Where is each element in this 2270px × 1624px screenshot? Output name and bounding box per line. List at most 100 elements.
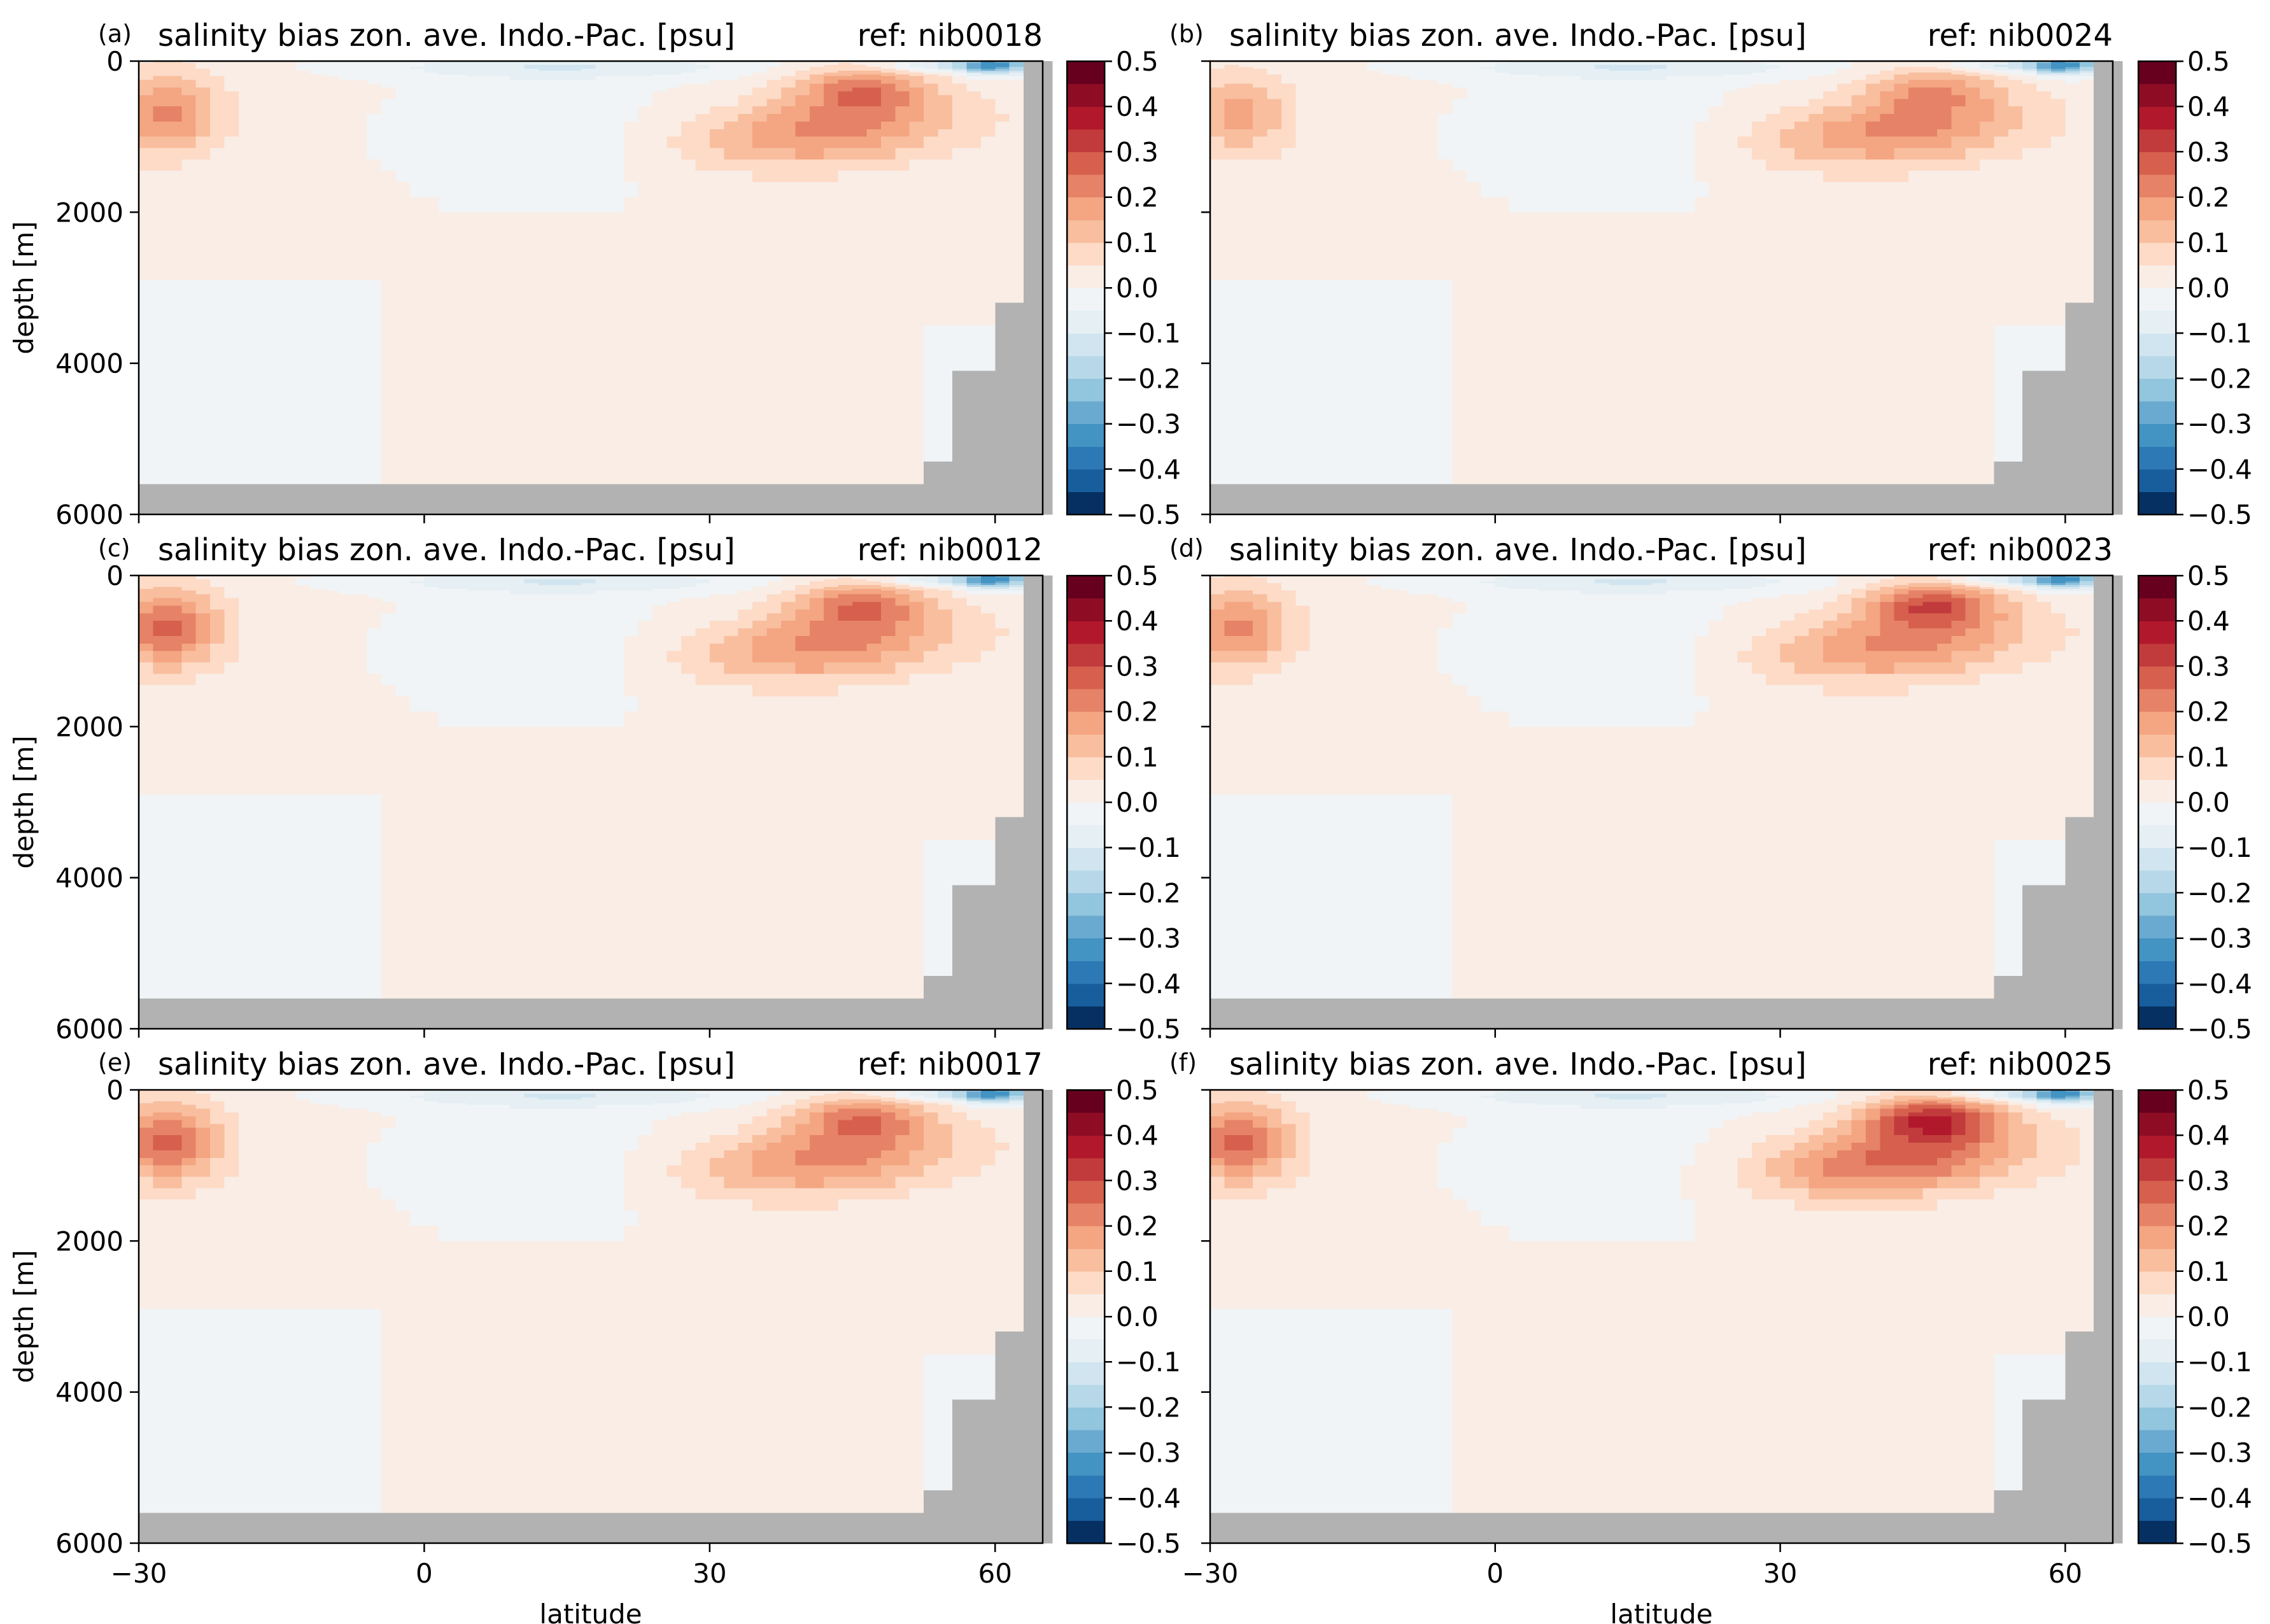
heatmap-cell [1537, 68, 1553, 71]
heatmap-cell [752, 64, 768, 67]
heatmap-cell [1994, 148, 2009, 160]
heatmap-cell [766, 95, 782, 99]
heatmap-cell [567, 76, 582, 81]
heatmap-cell [1395, 68, 1411, 71]
heatmap-cell [338, 61, 353, 64]
heatmap-cell [495, 257, 511, 281]
heatmap-cell [1367, 159, 1382, 171]
heatmap-cell [1338, 106, 1353, 115]
heatmap-cell [210, 159, 225, 171]
heatmap-cell [1438, 68, 1453, 71]
heatmap-cell [1467, 181, 1481, 198]
heatmap-cell [752, 91, 768, 95]
heatmap-cell [1766, 348, 1781, 372]
heatmap-cell [438, 302, 453, 326]
heatmap-cell [724, 68, 739, 71]
heatmap-cell [2065, 68, 2080, 71]
heatmap-cell [1652, 99, 1667, 107]
heatmap-cell [666, 416, 682, 439]
heatmap-cell [780, 129, 796, 138]
chart-title: salinity bias zon. ave. Indo.-Pac. [psu] [158, 18, 735, 53]
heatmap-cell [1281, 121, 1296, 130]
heatmap-cell [1780, 70, 1795, 73]
heatmap-cell [1766, 461, 1781, 485]
heatmap-cell [1281, 371, 1296, 394]
heatmap-cell [1637, 68, 1653, 71]
heatmap-cell [895, 171, 910, 183]
heatmap-cell [1409, 70, 1425, 73]
heatmap-cell [652, 234, 668, 258]
heatmap-cell [338, 197, 353, 213]
heatmap-cell [295, 83, 311, 88]
heatmap-cell [1880, 83, 1895, 88]
heatmap-cell [624, 121, 639, 130]
heatmap-cell [895, 91, 910, 95]
heatmap-cell [381, 212, 397, 236]
heatmap-cell [666, 325, 682, 349]
heatmap-cell [966, 280, 982, 304]
heatmap-cell [2008, 70, 2023, 73]
heatmap-cell [195, 129, 211, 138]
heatmap-cell [866, 212, 882, 236]
heatmap-cell [952, 197, 968, 213]
heatmap-cell [752, 74, 768, 77]
heatmap-cell [538, 371, 553, 394]
heatmap-cell [709, 257, 724, 281]
heatmap-cell [1238, 159, 1253, 171]
heatmap-cell [509, 280, 525, 304]
heatmap-cell [1537, 393, 1553, 417]
heatmap-cell [652, 62, 668, 66]
heatmap-cell [780, 484, 796, 515]
heatmap-cell [410, 280, 425, 304]
heatmap-cell [310, 234, 325, 258]
heatmap-cell [1523, 257, 1539, 281]
heatmap-cell [1224, 72, 1239, 75]
heatmap-cell [638, 87, 653, 92]
heatmap-cell [1595, 136, 1610, 149]
heatmap-cell [909, 83, 924, 88]
heatmap-cell [238, 95, 253, 99]
heatmap-cell [1695, 62, 1710, 66]
heatmap-cell [1309, 114, 1325, 122]
heatmap-cell [766, 91, 782, 95]
heatmap-cell [2094, 280, 2109, 304]
heatmap-cell [1780, 257, 1795, 281]
heatmap-cell [1295, 325, 1311, 349]
colorbar-tick-label: 0.0 [1116, 272, 1159, 304]
heatmap-cell [1452, 68, 1467, 71]
heatmap-cell [938, 72, 953, 75]
heatmap-cell [581, 61, 596, 64]
heatmap-cell [210, 136, 225, 149]
heatmap-cell [1766, 80, 1781, 85]
heatmap-cell [838, 439, 853, 462]
heatmap-cell [752, 439, 768, 462]
heatmap-cell [2065, 234, 2080, 258]
heatmap-cell [1309, 70, 1325, 73]
heatmap-cell [581, 106, 596, 115]
heatmap-cell [1338, 348, 1353, 372]
heatmap-cell [538, 148, 553, 160]
heatmap-cell [1381, 91, 1396, 95]
heatmap-cell [338, 171, 353, 183]
heatmap-cell [153, 325, 168, 349]
heatmap-cell [1994, 99, 2009, 107]
heatmap-cell [995, 197, 1010, 213]
heatmap-cell [795, 136, 810, 149]
heatmap-cell [1723, 171, 1738, 183]
heatmap-cell [381, 197, 397, 213]
heatmap-cell [153, 159, 168, 171]
heatmap-cell [852, 393, 868, 417]
heatmap-cell [2065, 76, 2080, 81]
heatmap-cell [1936, 114, 1952, 122]
heatmap-cell [880, 159, 896, 171]
heatmap-cell [1980, 461, 1995, 485]
heatmap-cell [1766, 280, 1781, 304]
heatmap-cell [2008, 68, 2023, 71]
heatmap-cell [1723, 325, 1738, 349]
heatmap-cell [1865, 114, 1880, 122]
heatmap-cell [1936, 99, 1952, 107]
heatmap-cell [1495, 393, 1510, 417]
heatmap-cell [1723, 68, 1738, 71]
heatmap-cell [1808, 393, 1824, 417]
heatmap-cell [1709, 171, 1724, 183]
